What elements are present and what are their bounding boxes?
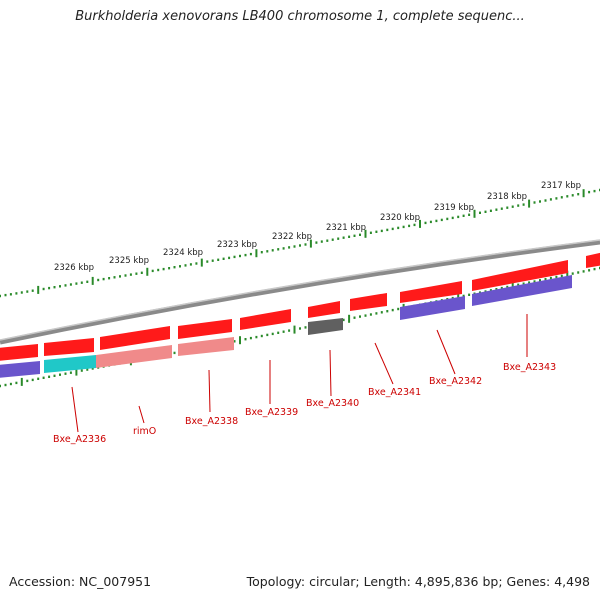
ruler-label: 2320 kbp bbox=[380, 213, 420, 223]
gene-arrow[interactable] bbox=[350, 293, 387, 311]
gene-label[interactable]: Bxe_A2336 bbox=[53, 434, 106, 445]
chromosome-backbone bbox=[0, 239, 600, 345]
track-block[interactable] bbox=[308, 318, 343, 335]
forward-gene-track bbox=[0, 252, 600, 361]
gene-arrow[interactable] bbox=[586, 252, 600, 268]
track-block[interactable] bbox=[400, 296, 465, 320]
gene-arrow[interactable] bbox=[400, 281, 462, 303]
accession-text: Accession: NC_007951 bbox=[9, 574, 152, 589]
gene-arrow[interactable] bbox=[308, 301, 340, 318]
gene-arrow[interactable] bbox=[472, 260, 568, 291]
gene-label[interactable]: Bxe_A2340 bbox=[306, 398, 359, 409]
ruler-label: 2326 kbp bbox=[54, 263, 94, 273]
genome-summary: Topology: circular; Length: 4,895,836 bp… bbox=[246, 574, 590, 589]
map-title: Burkholderia xenovorans LB400 chromosome… bbox=[75, 9, 525, 24]
gene-arrow[interactable] bbox=[178, 319, 232, 339]
ruler-labels: 2326 kbp 2325 kbp 2324 kbp 2323 kbp 2322… bbox=[54, 181, 581, 273]
gene-label[interactable]: Bxe_A2343 bbox=[503, 362, 556, 373]
track-block[interactable] bbox=[44, 355, 96, 373]
track-block[interactable] bbox=[96, 345, 172, 368]
gene-arrow[interactable] bbox=[240, 309, 291, 330]
label-leaders bbox=[71, 314, 528, 433]
leader-line bbox=[374, 342, 394, 385]
leader-line bbox=[71, 386, 79, 433]
ruler-label: 2318 kbp bbox=[487, 192, 527, 202]
leader-line bbox=[208, 369, 211, 413]
ruler-label: 2317 kbp bbox=[541, 181, 581, 191]
ruler-label: 2323 kbp bbox=[217, 240, 257, 250]
ruler-label: 2322 kbp bbox=[272, 232, 312, 242]
gene-arrow[interactable] bbox=[0, 344, 38, 361]
gene-label[interactable]: rimO bbox=[133, 426, 156, 437]
leader-line bbox=[138, 405, 145, 424]
gene-label[interactable]: Bxe_A2342 bbox=[429, 376, 482, 387]
ruler-label: 2324 kbp bbox=[163, 248, 203, 258]
backbone-highlight bbox=[0, 239, 600, 341]
ruler-label: 2319 kbp bbox=[434, 203, 474, 213]
track-block[interactable] bbox=[178, 337, 234, 356]
track-block[interactable] bbox=[472, 275, 572, 306]
gene-arrow[interactable] bbox=[100, 326, 170, 350]
outer-ruler bbox=[0, 188, 600, 298]
gene-label[interactable]: Bxe_A2341 bbox=[368, 387, 421, 398]
gene-label[interactable]: Bxe_A2338 bbox=[185, 416, 238, 427]
gene-arrow[interactable] bbox=[44, 338, 94, 356]
track-block[interactable] bbox=[0, 361, 40, 378]
gene-labels: Bxe_A2336 rimO Bxe_A2338 Bxe_A2339 Bxe_A… bbox=[53, 362, 556, 445]
ruler-label: 2321 kbp bbox=[326, 223, 366, 233]
secondary-track bbox=[0, 275, 572, 378]
leader-line bbox=[436, 329, 456, 375]
gene-label[interactable]: Bxe_A2339 bbox=[245, 407, 298, 418]
ruler-label: 2325 kbp bbox=[109, 256, 149, 266]
leader-line bbox=[329, 349, 332, 397]
